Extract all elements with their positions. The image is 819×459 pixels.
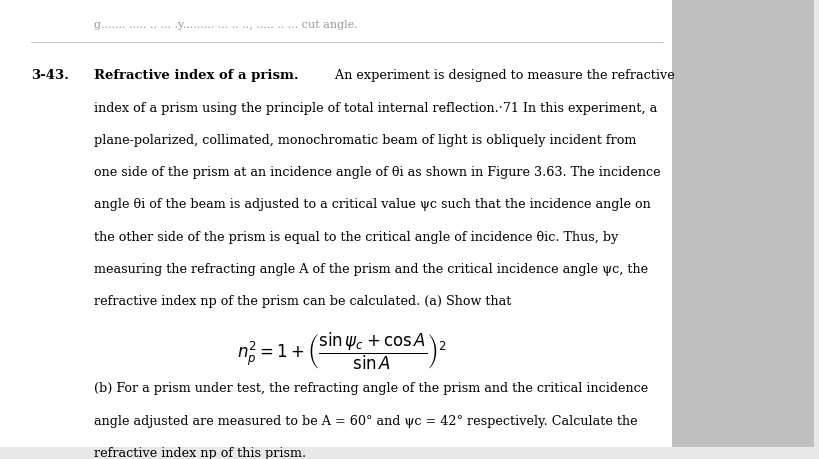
Text: Refractive index of a prism.: Refractive index of a prism.	[93, 69, 298, 82]
Text: the other side of the prism is equal to the critical angle of incidence θic. Thu: the other side of the prism is equal to …	[93, 230, 618, 243]
Text: one side of the prism at an incidence angle of θi as shown in Figure 3.63. The i: one side of the prism at an incidence an…	[93, 166, 660, 179]
Text: index of a prism using the principle of total internal reflection.·71 In this ex: index of a prism using the principle of …	[93, 101, 657, 114]
Text: refractive index np of the prism can be calculated. (a) Show that: refractive index np of the prism can be …	[93, 294, 511, 308]
Text: refractive index np of this prism.: refractive index np of this prism.	[93, 446, 305, 459]
Text: angle θi of the beam is adjusted to a critical value ψc such that the incidence : angle θi of the beam is adjusted to a cr…	[93, 198, 650, 211]
FancyBboxPatch shape	[0, 0, 672, 447]
Text: (b) For a prism under test, the refracting angle of the prism and the critical i: (b) For a prism under test, the refracti…	[93, 381, 648, 394]
Text: measuring the refracting angle A of the prism and the critical incidence angle ψ: measuring the refracting angle A of the …	[93, 262, 648, 275]
Text: plane-polarized, collimated, monochromatic beam of light is obliquely incident f: plane-polarized, collimated, monochromat…	[93, 134, 636, 146]
Text: angle adjusted are measured to be A = 60° and ψc = 42° respectively. Calculate t: angle adjusted are measured to be A = 60…	[93, 414, 637, 427]
FancyBboxPatch shape	[672, 0, 814, 447]
Text: g....... ..... .. ... .y......... ... .. .., ..... .. ... cut angle.: g....... ..... .. ... .y......... ... ..…	[93, 20, 357, 30]
Text: An experiment is designed to measure the refractive: An experiment is designed to measure the…	[332, 69, 675, 82]
Text: $n_p^2 = 1 + \left(\dfrac{\sin\psi_c + \cos A}{\sin A}\right)^2$: $n_p^2 = 1 + \left(\dfrac{\sin\psi_c + \…	[238, 330, 446, 371]
Text: 3-43.: 3-43.	[31, 69, 69, 82]
